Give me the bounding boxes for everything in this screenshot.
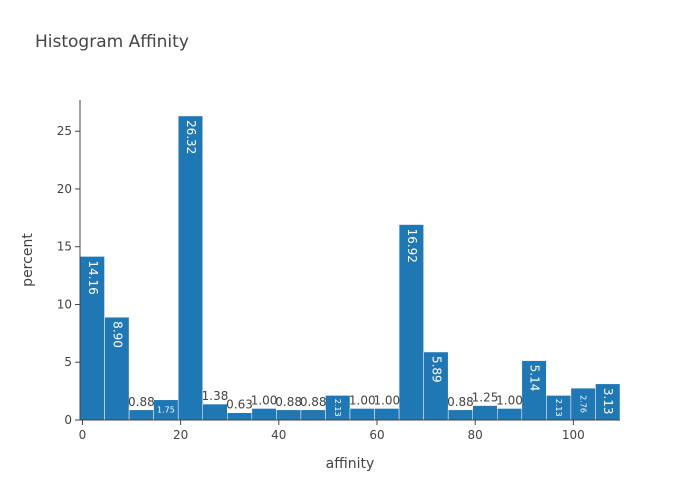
- histogram-bar-4: [177, 115, 203, 421]
- histogram-bar-11: [349, 408, 375, 421]
- histogram-bar-14: [423, 351, 449, 421]
- bar-value-label: 1.00: [251, 393, 278, 407]
- bar-value-label: 1.00: [496, 393, 523, 407]
- bar-value-label: 2.13: [333, 399, 342, 417]
- x-tick-label: 40: [271, 428, 286, 442]
- histogram-bar-8: [276, 409, 302, 421]
- bar-value-label: 0.88: [275, 395, 302, 409]
- bar-value-label: 2.13: [554, 399, 563, 417]
- histogram-bar-18: [521, 360, 547, 421]
- histogram-bar-21: [595, 383, 621, 421]
- histogram-bar-2: [128, 409, 154, 421]
- y-axis-title: percent: [20, 233, 36, 287]
- bars-layer: [79, 115, 621, 421]
- y-tick-label: 0: [64, 413, 72, 427]
- y-tick-label: 20: [57, 182, 72, 196]
- bar-value-label: 8.90: [110, 321, 124, 348]
- x-tick-label: 0: [79, 428, 87, 442]
- bar-value-label: 5.14: [528, 365, 542, 392]
- ticks-layer: 0 5 10 15 20 25 0 20 40 60 80 100: [57, 124, 585, 442]
- histogram-bar-12: [374, 408, 400, 421]
- bar-value-label: 1.75: [157, 405, 175, 414]
- bar-value-label: 1.25: [472, 391, 499, 405]
- chart-title: Histogram Affinity: [35, 32, 189, 52]
- y-tick-label: 15: [57, 240, 72, 254]
- histogram-bar-5: [202, 403, 228, 421]
- bar-value-label: 5.89: [429, 356, 443, 383]
- bar-value-label: 14.16: [86, 260, 100, 294]
- histogram-bar-7: [251, 408, 277, 421]
- x-tick-label: 100: [562, 428, 585, 442]
- y-tick-label: 5: [64, 355, 72, 369]
- bar-value-label: 0.88: [128, 395, 155, 409]
- y-tick-label: 25: [57, 124, 72, 138]
- bar-value-label: 1.00: [373, 393, 400, 407]
- histogram-bar-6: [227, 412, 253, 421]
- bar-value-label: 0.88: [300, 395, 327, 409]
- histogram-bar-15: [447, 409, 473, 421]
- x-tick-label: 20: [173, 428, 188, 442]
- histogram-bar-20: [570, 387, 596, 421]
- bar-value-label: 0.63: [226, 398, 253, 412]
- histogram-bar-9: [300, 409, 326, 421]
- x-axis-title: affinity: [326, 456, 375, 472]
- bar-value-label: 26.32: [184, 120, 198, 154]
- bar-value-label: 0.88: [447, 395, 474, 409]
- bar-value-label: 2.76: [579, 395, 588, 413]
- axes-layer: [79, 100, 620, 421]
- histogram-bar-16: [472, 405, 498, 421]
- histogram-bar-17: [497, 408, 523, 421]
- bar-value-label: 1.38: [202, 389, 229, 403]
- bar-value-label: 1.00: [349, 393, 376, 407]
- x-tick-label: 60: [369, 428, 384, 442]
- bar-labels-layer: 14.168.900.881.7526.321.380.631.000.880.…: [86, 120, 615, 417]
- bar-value-label: 16.92: [405, 229, 419, 263]
- y-tick-label: 10: [57, 297, 72, 311]
- histogram-bar-10: [325, 395, 351, 421]
- x-tick-label: 80: [468, 428, 483, 442]
- bar-value-label: 3.13: [601, 388, 615, 415]
